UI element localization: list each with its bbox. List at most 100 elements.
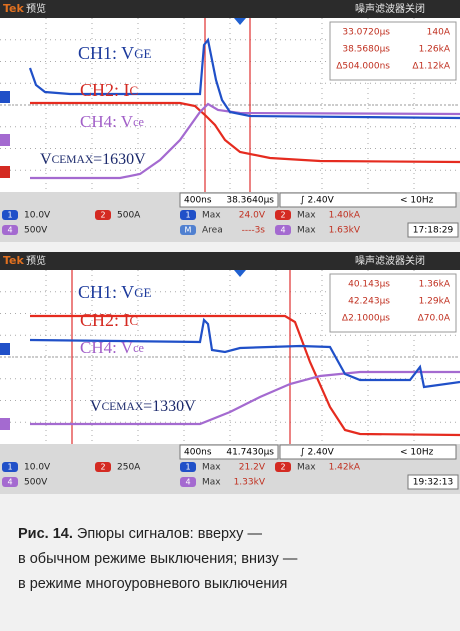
badge-text: 1 [7, 463, 12, 472]
row-value: 24.0V [239, 211, 266, 221]
channel-label: CH4: Vce [80, 338, 144, 357]
row-text: Max [202, 463, 221, 473]
cursor-readout: Δ1.12kA [412, 62, 450, 72]
label-part: CH4: V [80, 112, 134, 131]
badge-text: 4 [185, 478, 190, 487]
channel-label: CH4: Vce [80, 112, 144, 131]
row-text: 10.0V [24, 463, 51, 473]
row-value: 1.63kV [329, 226, 361, 236]
row-value: 21.2V [239, 463, 266, 473]
figure-number: Рис. 14. [18, 526, 73, 542]
freq: < 10Hz [400, 196, 434, 206]
badge-text: 2 [100, 211, 105, 220]
timebase: 400ns [184, 196, 212, 206]
ch-marker [0, 343, 10, 355]
badge-text: 1 [185, 463, 190, 472]
badge-text: 4 [7, 478, 12, 487]
caption-line: в обычном режиме выключения; внизу — [18, 551, 297, 567]
trigger: ∫ 2.40V [300, 196, 335, 206]
row-value: 1.33kV [234, 478, 266, 488]
caption: Рис. 14. Эпюры сигналов: вверху — в обыч… [18, 522, 448, 597]
badge-text: 2 [100, 463, 105, 472]
label-part: =1630V [93, 151, 146, 168]
badge-text: 4 [280, 226, 285, 235]
label-part: GE [134, 285, 151, 300]
brand: Tek [3, 254, 25, 267]
row-text: 500V [24, 226, 48, 236]
mode: 预览 [26, 2, 46, 15]
row-text: 10.0V [24, 211, 51, 221]
brand: Tek [3, 2, 25, 15]
cursor-readout: Δ2.1000μs [342, 314, 390, 324]
cursor-readout: Δ504.000ns [336, 62, 390, 72]
ch-marker [0, 91, 10, 103]
label-part: ce [133, 115, 144, 129]
channel-label: CH1: VGE [78, 43, 152, 63]
cursor-readout: 42.243μs [348, 297, 390, 307]
clock: 19:32:13 [413, 478, 453, 488]
label-part: V [90, 398, 102, 415]
channel-label: CH1: VGE [78, 282, 152, 302]
cursor-readout: 1.36kA [419, 280, 451, 290]
label-part: ce [133, 341, 144, 355]
badge-text: 4 [7, 226, 12, 235]
label-part: C [130, 313, 139, 328]
ch-marker [0, 418, 10, 430]
cursor-readout: 1.26kA [419, 45, 451, 55]
cursor-readout: 38.5680μs [342, 45, 390, 55]
timebase: 400ns [184, 448, 212, 458]
badge-text: 2 [280, 211, 285, 220]
label-part: =1330V [143, 398, 196, 415]
row-value: 1.42kA [329, 463, 361, 473]
mode: 预览 [26, 254, 46, 267]
label-part: V [40, 151, 52, 168]
row-value: 1.40kA [329, 211, 361, 221]
badge-text: 1 [185, 211, 190, 220]
channel-label: CH2: IC [80, 80, 138, 100]
label-part: CH4: V [80, 338, 134, 357]
cursor-readout: 40.143μs [348, 280, 390, 290]
label-part: GE [134, 46, 151, 61]
position: 38.3640μs [226, 196, 274, 206]
row-text: Max [297, 226, 316, 236]
cursor-readout: 1.29kA [419, 297, 451, 307]
label-part: CH2: I [80, 80, 130, 100]
channel-label: VCEMAX=1330V [90, 398, 196, 415]
label-part: CH2: I [80, 310, 130, 330]
row-text: Area [202, 226, 223, 236]
ch-marker [0, 166, 10, 178]
badge-text: 1 [7, 211, 12, 220]
row-text: 500V [24, 478, 48, 488]
row-text: 250A [117, 463, 141, 473]
label-part: CH1: V [78, 43, 134, 63]
caption-line: Эпюры сигналов: вверху — [77, 526, 262, 542]
clock: 17:18:29 [413, 226, 454, 236]
position: 41.7430μs [226, 448, 274, 458]
filter: 噪声滤波器关闭 [355, 254, 425, 267]
badge-text: M [185, 226, 192, 235]
row-text: Max [297, 463, 316, 473]
ch-marker [0, 134, 10, 146]
row-value: ----3s [242, 226, 266, 236]
cursor-readout: Δ70.0A [418, 314, 451, 324]
row-text: Max [297, 211, 316, 221]
freq: < 10Hz [400, 448, 434, 458]
row-text: Max [202, 478, 221, 488]
badge-text: 2 [280, 463, 285, 472]
row-text: 500A [117, 211, 141, 221]
trigger: ∫ 2.40V [300, 448, 335, 458]
channel-label: VCEMAX=1630V [40, 151, 146, 168]
page: Tek预览噪声滤波器关闭CH1: VGECH2: ICCH4: VceVCEMA… [0, 0, 460, 631]
label-part: CH1: V [78, 282, 134, 302]
label-part: C [130, 83, 139, 98]
filter: 噪声滤波器关闭 [355, 2, 425, 15]
cursor-readout: 33.0720μs [342, 28, 390, 38]
cursor-readout: 140A [427, 28, 451, 38]
label-part: CEMAX [102, 401, 144, 413]
label-part: CEMAX [52, 154, 94, 166]
caption-line: в режиме многоуровневого выключения [18, 576, 287, 592]
channel-label: CH2: IC [80, 310, 138, 330]
